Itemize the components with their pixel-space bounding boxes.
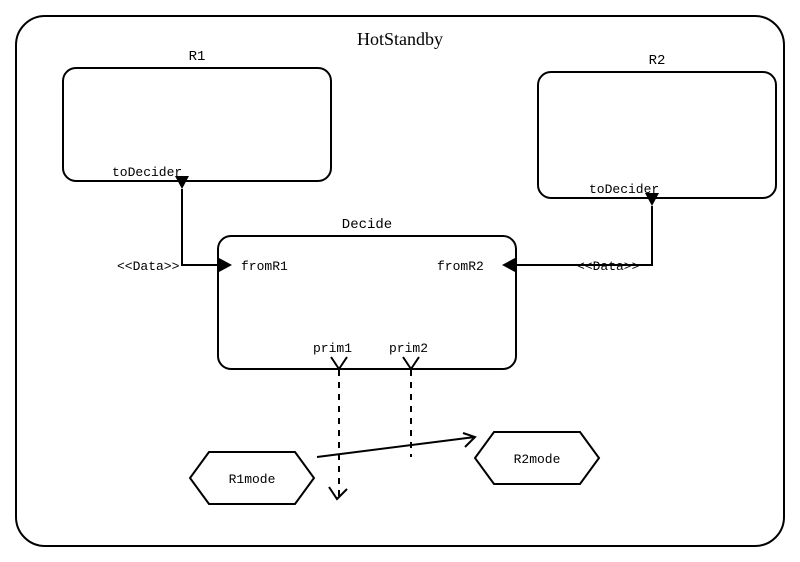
- node-r1mode: R1mode: [187, 449, 317, 507]
- arrowhead-icon: [329, 487, 347, 499]
- node-r2mode: R2mode: [472, 429, 602, 487]
- port-label-r1-todecider: toDecider: [112, 165, 182, 180]
- node-r1-label: R1: [189, 49, 206, 65]
- node-decide-label: Decide: [342, 217, 392, 233]
- edge-r2-decide: [517, 206, 652, 265]
- port-label-prim2: prim2: [389, 341, 428, 356]
- hexagon-icon: R2mode: [472, 429, 602, 487]
- diagram-title: HotStandby: [357, 29, 443, 50]
- node-decide: Decide: [217, 235, 517, 370]
- port-label-fromr2: fromR2: [437, 259, 484, 274]
- node-r2: R2: [537, 71, 777, 199]
- edge-label-data-r1: <<Data>>: [117, 259, 179, 274]
- node-r1mode-label: R1mode: [229, 472, 276, 487]
- edge-label-data-r2: <<Data>>: [577, 259, 639, 274]
- edge-r1-decide: [182, 189, 217, 265]
- node-r2mode-label: R2mode: [514, 452, 561, 467]
- diagram-container: HotStandby R1 R2 Decide toDecider toDeci…: [15, 15, 785, 547]
- hexagon-icon: R1mode: [187, 449, 317, 507]
- node-r2-label: R2: [649, 53, 666, 69]
- port-label-prim1: prim1: [313, 341, 352, 356]
- edge-r1mode-r2mode: [317, 437, 475, 457]
- node-r1: R1: [62, 67, 332, 182]
- port-label-r2-todecider: toDecider: [589, 182, 659, 197]
- port-label-fromr1: fromR1: [241, 259, 288, 274]
